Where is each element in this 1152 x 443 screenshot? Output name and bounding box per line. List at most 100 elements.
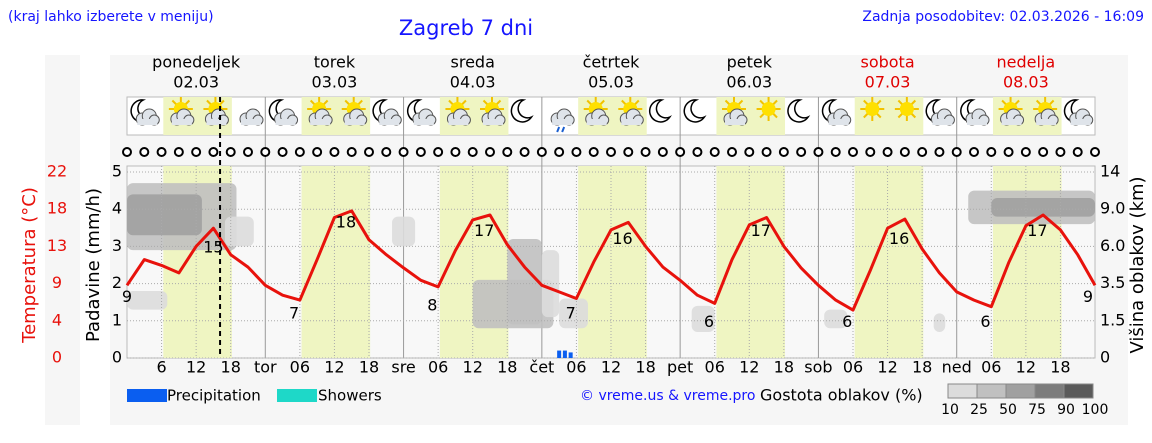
cloud: [241, 119, 261, 125]
density-swatch: [1005, 383, 1036, 399]
day-date: 05.03: [588, 73, 634, 92]
wind-calm: [467, 147, 478, 157]
density-tick: 100: [1082, 402, 1109, 418]
daylight-band: [578, 166, 647, 358]
temp-label: 16: [889, 229, 909, 248]
wind-calm: [225, 147, 236, 157]
temp-label: 7: [289, 304, 299, 323]
x-tick-label: 6: [156, 358, 166, 377]
moon: [648, 99, 672, 123]
sun: [899, 102, 914, 116]
cloud: [552, 119, 573, 125]
cloud: [828, 119, 849, 125]
legend-swatch: [277, 389, 317, 402]
x-tick-label: 12: [877, 358, 897, 377]
y-tick-label: 2: [112, 273, 122, 292]
wind-calm: [675, 147, 686, 157]
density-swatch: [1034, 383, 1065, 399]
wind-calm: [415, 147, 426, 157]
day-name: torek: [314, 53, 356, 72]
temp-label: 6: [704, 312, 714, 331]
y-tick-label: 1: [112, 310, 122, 329]
wind-calm: [433, 147, 444, 157]
cloud: [344, 119, 365, 125]
legend-label: Showers: [318, 387, 382, 405]
wind-calm: [1090, 147, 1100, 157]
temp-label: 6: [980, 312, 990, 331]
wind-calm: [346, 147, 357, 157]
wind-calm: [208, 147, 219, 157]
wind-calm: [969, 147, 979, 157]
y-axis-title: Padavine (mm/h): [83, 188, 104, 342]
x-tick-label: tor: [254, 358, 277, 377]
y-tick-label: 4: [112, 199, 122, 218]
day-name: četrtek: [583, 53, 641, 72]
temp-tick-label: 13: [47, 236, 67, 255]
title: Zagreb 7 dni: [399, 16, 533, 40]
density-tick: 25: [970, 402, 988, 418]
cloud: [413, 119, 434, 125]
y-tick-label: 0: [112, 348, 122, 367]
temp-label: 18: [336, 213, 356, 232]
wind-calm: [727, 147, 737, 157]
wind-calm: [1072, 147, 1083, 157]
y2-tick-label: 6.0: [1100, 236, 1125, 255]
wind-calm: [606, 147, 616, 157]
y2-tick-label: 3.5: [1100, 273, 1125, 292]
temp-label: 6: [842, 312, 852, 331]
x-tick-label: 06: [843, 358, 863, 377]
hint: (kraj lahko izberete v meniju): [8, 9, 214, 25]
wind-calm: [536, 147, 547, 157]
x-tick-label: sob: [804, 358, 832, 377]
moon: [683, 99, 707, 123]
day-name: ponedeljek: [152, 53, 241, 72]
wind-calm: [191, 147, 202, 157]
day-date: 04.03: [450, 73, 496, 92]
density-swatch: [947, 383, 978, 399]
y2-tick-label: 1.5: [1100, 310, 1125, 329]
wind-calm: [761, 147, 772, 157]
x-tick-label: 06: [566, 358, 586, 377]
density-tick: 90: [1057, 402, 1075, 418]
x-tick-label: 12: [324, 358, 344, 377]
wind-calm: [951, 147, 962, 157]
daylight-band: [301, 166, 371, 358]
wind-calm: [381, 147, 392, 157]
temp-tick-label: 9: [52, 273, 62, 292]
temp-tick-label: 22: [47, 162, 67, 181]
wind-calm: [899, 147, 910, 157]
wind-calm: [312, 147, 323, 157]
precip-bar: [557, 350, 562, 358]
temp-label: 16: [612, 229, 632, 248]
wind-calm: [744, 147, 755, 157]
wind-calm: [243, 147, 253, 157]
density-tick: 75: [1028, 402, 1046, 418]
wind-calm: [450, 147, 461, 157]
x-tick-label: 06: [428, 358, 448, 377]
temp-label: 7: [566, 304, 576, 323]
wind-calm: [709, 147, 720, 157]
wind-calm: [917, 147, 928, 157]
day-name: sreda: [451, 53, 495, 72]
x-tick-label: pet: [667, 358, 693, 377]
y2-tick-label: 0: [1100, 348, 1110, 367]
x-tick-label: 18: [359, 358, 379, 377]
wind-calm: [502, 147, 513, 157]
x-tick-label: 18: [774, 358, 794, 377]
wind-calm: [934, 147, 945, 157]
moon: [787, 99, 811, 123]
wind-calm: [1038, 147, 1049, 157]
daylight-band: [854, 166, 924, 358]
cloud-cover: [933, 313, 946, 332]
x-tick-label: 12: [186, 358, 206, 377]
day-name: nedelja: [997, 53, 1056, 72]
x-tick-label: 12: [601, 358, 621, 377]
wind-calm: [692, 147, 703, 157]
cloud-cover: [127, 291, 168, 310]
x-tick-label: ned: [942, 358, 972, 377]
temp-label: 17: [751, 221, 771, 240]
cloud: [379, 119, 400, 125]
wind-calm: [778, 147, 789, 157]
moon: [510, 99, 534, 123]
